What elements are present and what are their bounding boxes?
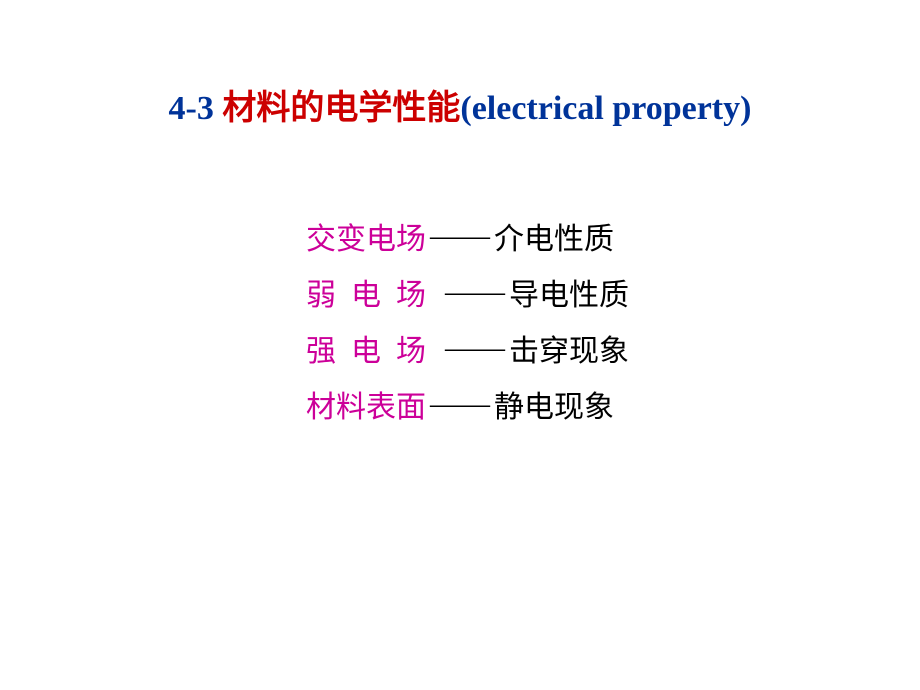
- content-line-4: 材料表面—— 静电现象: [0, 382, 920, 426]
- title-prefix: 4-3: [169, 90, 223, 127]
- title-suffix: (electrical property): [460, 90, 751, 127]
- dash-3: ——: [445, 331, 505, 365]
- desc-4: 静电现象: [494, 382, 614, 426]
- content-line-3: 强电场 —— 击穿现象: [0, 326, 920, 370]
- content-block: 交变电场——介电性质 弱电场 —— 导电性质 强电场 —— 击穿现象 材料表面—…: [0, 214, 920, 426]
- slide-title: 4-3 材料的电学性能(electrical property): [0, 80, 920, 129]
- term-1: 交变电场: [306, 214, 426, 258]
- dash-2: ——: [445, 275, 505, 309]
- term-2: 弱电场: [291, 270, 441, 314]
- content-line-1: 交变电场——介电性质: [0, 214, 920, 258]
- content-line-2: 弱电场 —— 导电性质: [0, 270, 920, 314]
- term-3: 强电场: [291, 326, 441, 370]
- desc-2: 导电性质: [509, 270, 629, 314]
- term-4: 材料表面: [306, 382, 426, 426]
- title-main: 材料的电学性能: [222, 90, 460, 127]
- dash-1: ——: [430, 219, 490, 253]
- desc-1: 介电性质: [494, 214, 614, 258]
- desc-3: 击穿现象: [509, 326, 629, 370]
- dash-4: ——: [430, 387, 490, 421]
- slide-container: 4-3 材料的电学性能(electrical property) 交变电场——介…: [0, 0, 920, 690]
